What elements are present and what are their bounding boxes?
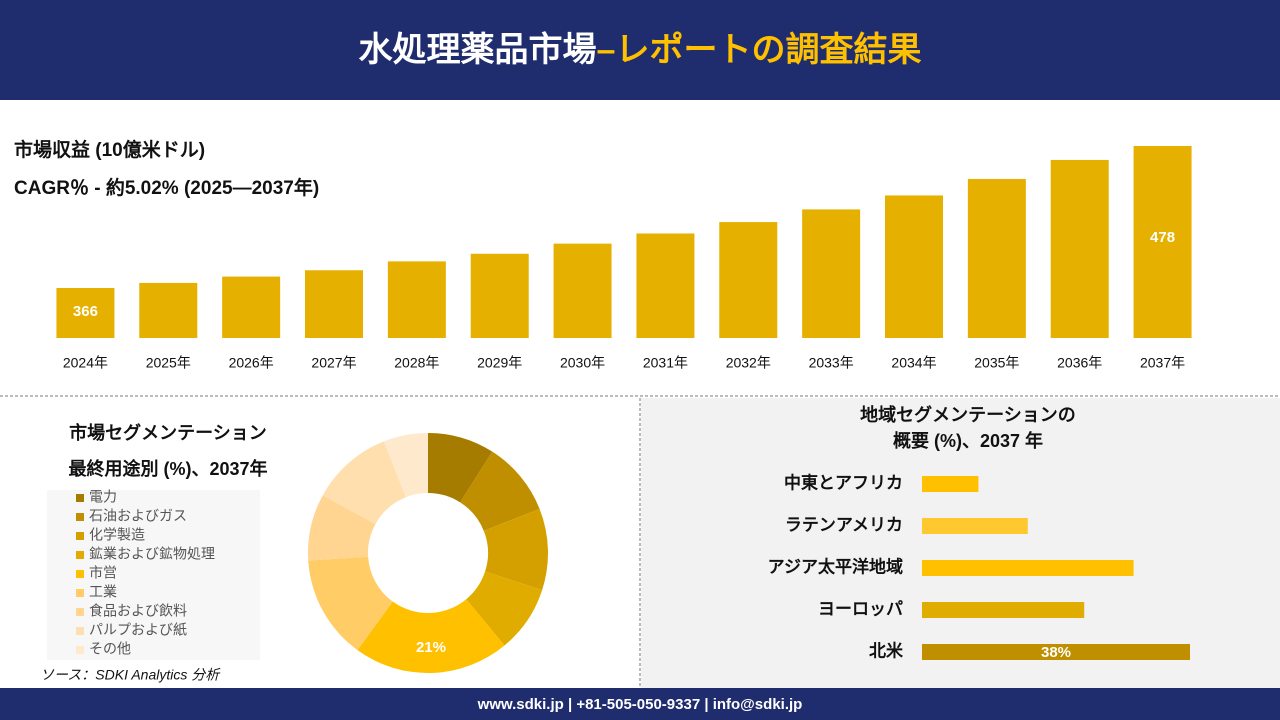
legend-swatch	[76, 513, 84, 521]
y-tick-label: アジア太平洋地域	[768, 556, 903, 576]
legend-label: パルプおよび紙	[89, 622, 187, 638]
x-tick-label: 2028年	[394, 355, 439, 371]
donut-subtitle: 最終用途別 (%)、2037年	[68, 458, 267, 479]
title-highlight: –レポートの調査結果	[597, 30, 922, 69]
bar	[222, 276, 281, 338]
legend-swatch	[76, 627, 84, 635]
bar	[553, 243, 612, 338]
value-label: 21%	[416, 639, 446, 656]
donut-segment	[307, 495, 376, 561]
legend-swatch	[76, 532, 84, 540]
right-panel	[641, 398, 1280, 688]
legend-swatch	[76, 551, 84, 559]
donut-segment	[460, 451, 540, 531]
value-label: 366	[73, 303, 98, 320]
x-tick-label: 2024年	[63, 355, 108, 371]
donut-segment	[308, 556, 393, 651]
barh-subtitle: 概要 (%)、2037 年	[893, 430, 1043, 451]
bar	[470, 253, 529, 338]
y-tick-label: ラテンアメリカ	[785, 515, 903, 534]
header-title: 水処理薬品市場–レポートの調査結果	[359, 30, 922, 69]
legend-label: 電力	[89, 489, 117, 505]
x-tick-label: 2035年	[974, 355, 1019, 371]
title-main: 水処理薬品市場	[359, 30, 597, 69]
bar	[885, 195, 943, 338]
x-tick-label: 2030年	[560, 355, 605, 371]
legend-swatch	[76, 608, 84, 616]
x-tick-label: 2033年	[809, 355, 854, 371]
donut-title: 市場セグメンテーション	[69, 422, 267, 443]
bar	[922, 644, 1190, 660]
bar	[305, 270, 363, 338]
header-band	[0, 0, 1280, 100]
bar	[967, 178, 1026, 338]
legend-label: 石油およびガス	[89, 508, 187, 524]
legend-swatch	[76, 589, 84, 597]
footer-band	[0, 688, 1280, 720]
x-tick-label: 2031年	[643, 355, 688, 371]
bar	[139, 282, 198, 338]
bar	[1133, 146, 1192, 338]
legend-label: 市営	[89, 565, 117, 581]
value-label: 478	[1150, 229, 1175, 246]
bar	[922, 476, 979, 492]
x-tick-label: 2026年	[229, 355, 274, 371]
footer-contact: www.sdki.jp | +81-505-050-9337 | info@sd…	[477, 696, 803, 713]
bar	[56, 288, 115, 338]
bar	[719, 222, 778, 338]
bar-title: 市場収益 (10億米ドル)	[14, 138, 205, 161]
x-tick-label: 2025年	[146, 355, 191, 371]
x-tick-label: 2027年	[311, 355, 356, 371]
legend-label: その他	[89, 641, 131, 657]
legend-swatch	[76, 494, 84, 502]
x-tick-label: 2029年	[477, 355, 522, 371]
source: ソース：SDKI Analytics 分析	[40, 667, 221, 683]
bar	[922, 560, 1134, 576]
legend-label: 鉱業および鉱物処理	[89, 546, 215, 562]
x-tick-label: 2034年	[891, 355, 936, 371]
y-tick-label: 北米	[869, 640, 904, 660]
legend-label: 工業	[89, 584, 117, 600]
bar	[922, 518, 1028, 534]
bar	[636, 233, 695, 338]
bar-subtitle: CAGR％ - 約5.02% (2025―2037年)	[14, 176, 319, 199]
barh-title: 地域セグメンテーションの	[860, 404, 1076, 425]
y-tick-label: ヨーロッパ	[818, 599, 903, 618]
legend-label: 化学製造	[89, 527, 145, 543]
x-tick-label: 2036年	[1057, 355, 1102, 371]
x-tick-label: 2037年	[1140, 355, 1185, 371]
donut-segment	[357, 599, 505, 674]
bar	[1050, 159, 1109, 338]
donut-segment	[483, 508, 548, 591]
donut-segment	[322, 441, 406, 525]
bar	[802, 209, 861, 338]
legend-swatch	[76, 570, 84, 578]
legend-label: 食品および飲料	[89, 603, 187, 619]
legend-swatch	[76, 646, 84, 654]
donut-segment	[428, 433, 493, 503]
donut-segment	[466, 571, 543, 646]
bar	[922, 602, 1085, 618]
x-tick-label: 2032年	[726, 355, 771, 371]
donut-segment	[383, 433, 428, 498]
bar	[387, 261, 446, 338]
y-tick-label: 中東とアフリカ	[784, 472, 903, 492]
value-label: 38%	[1041, 644, 1071, 661]
